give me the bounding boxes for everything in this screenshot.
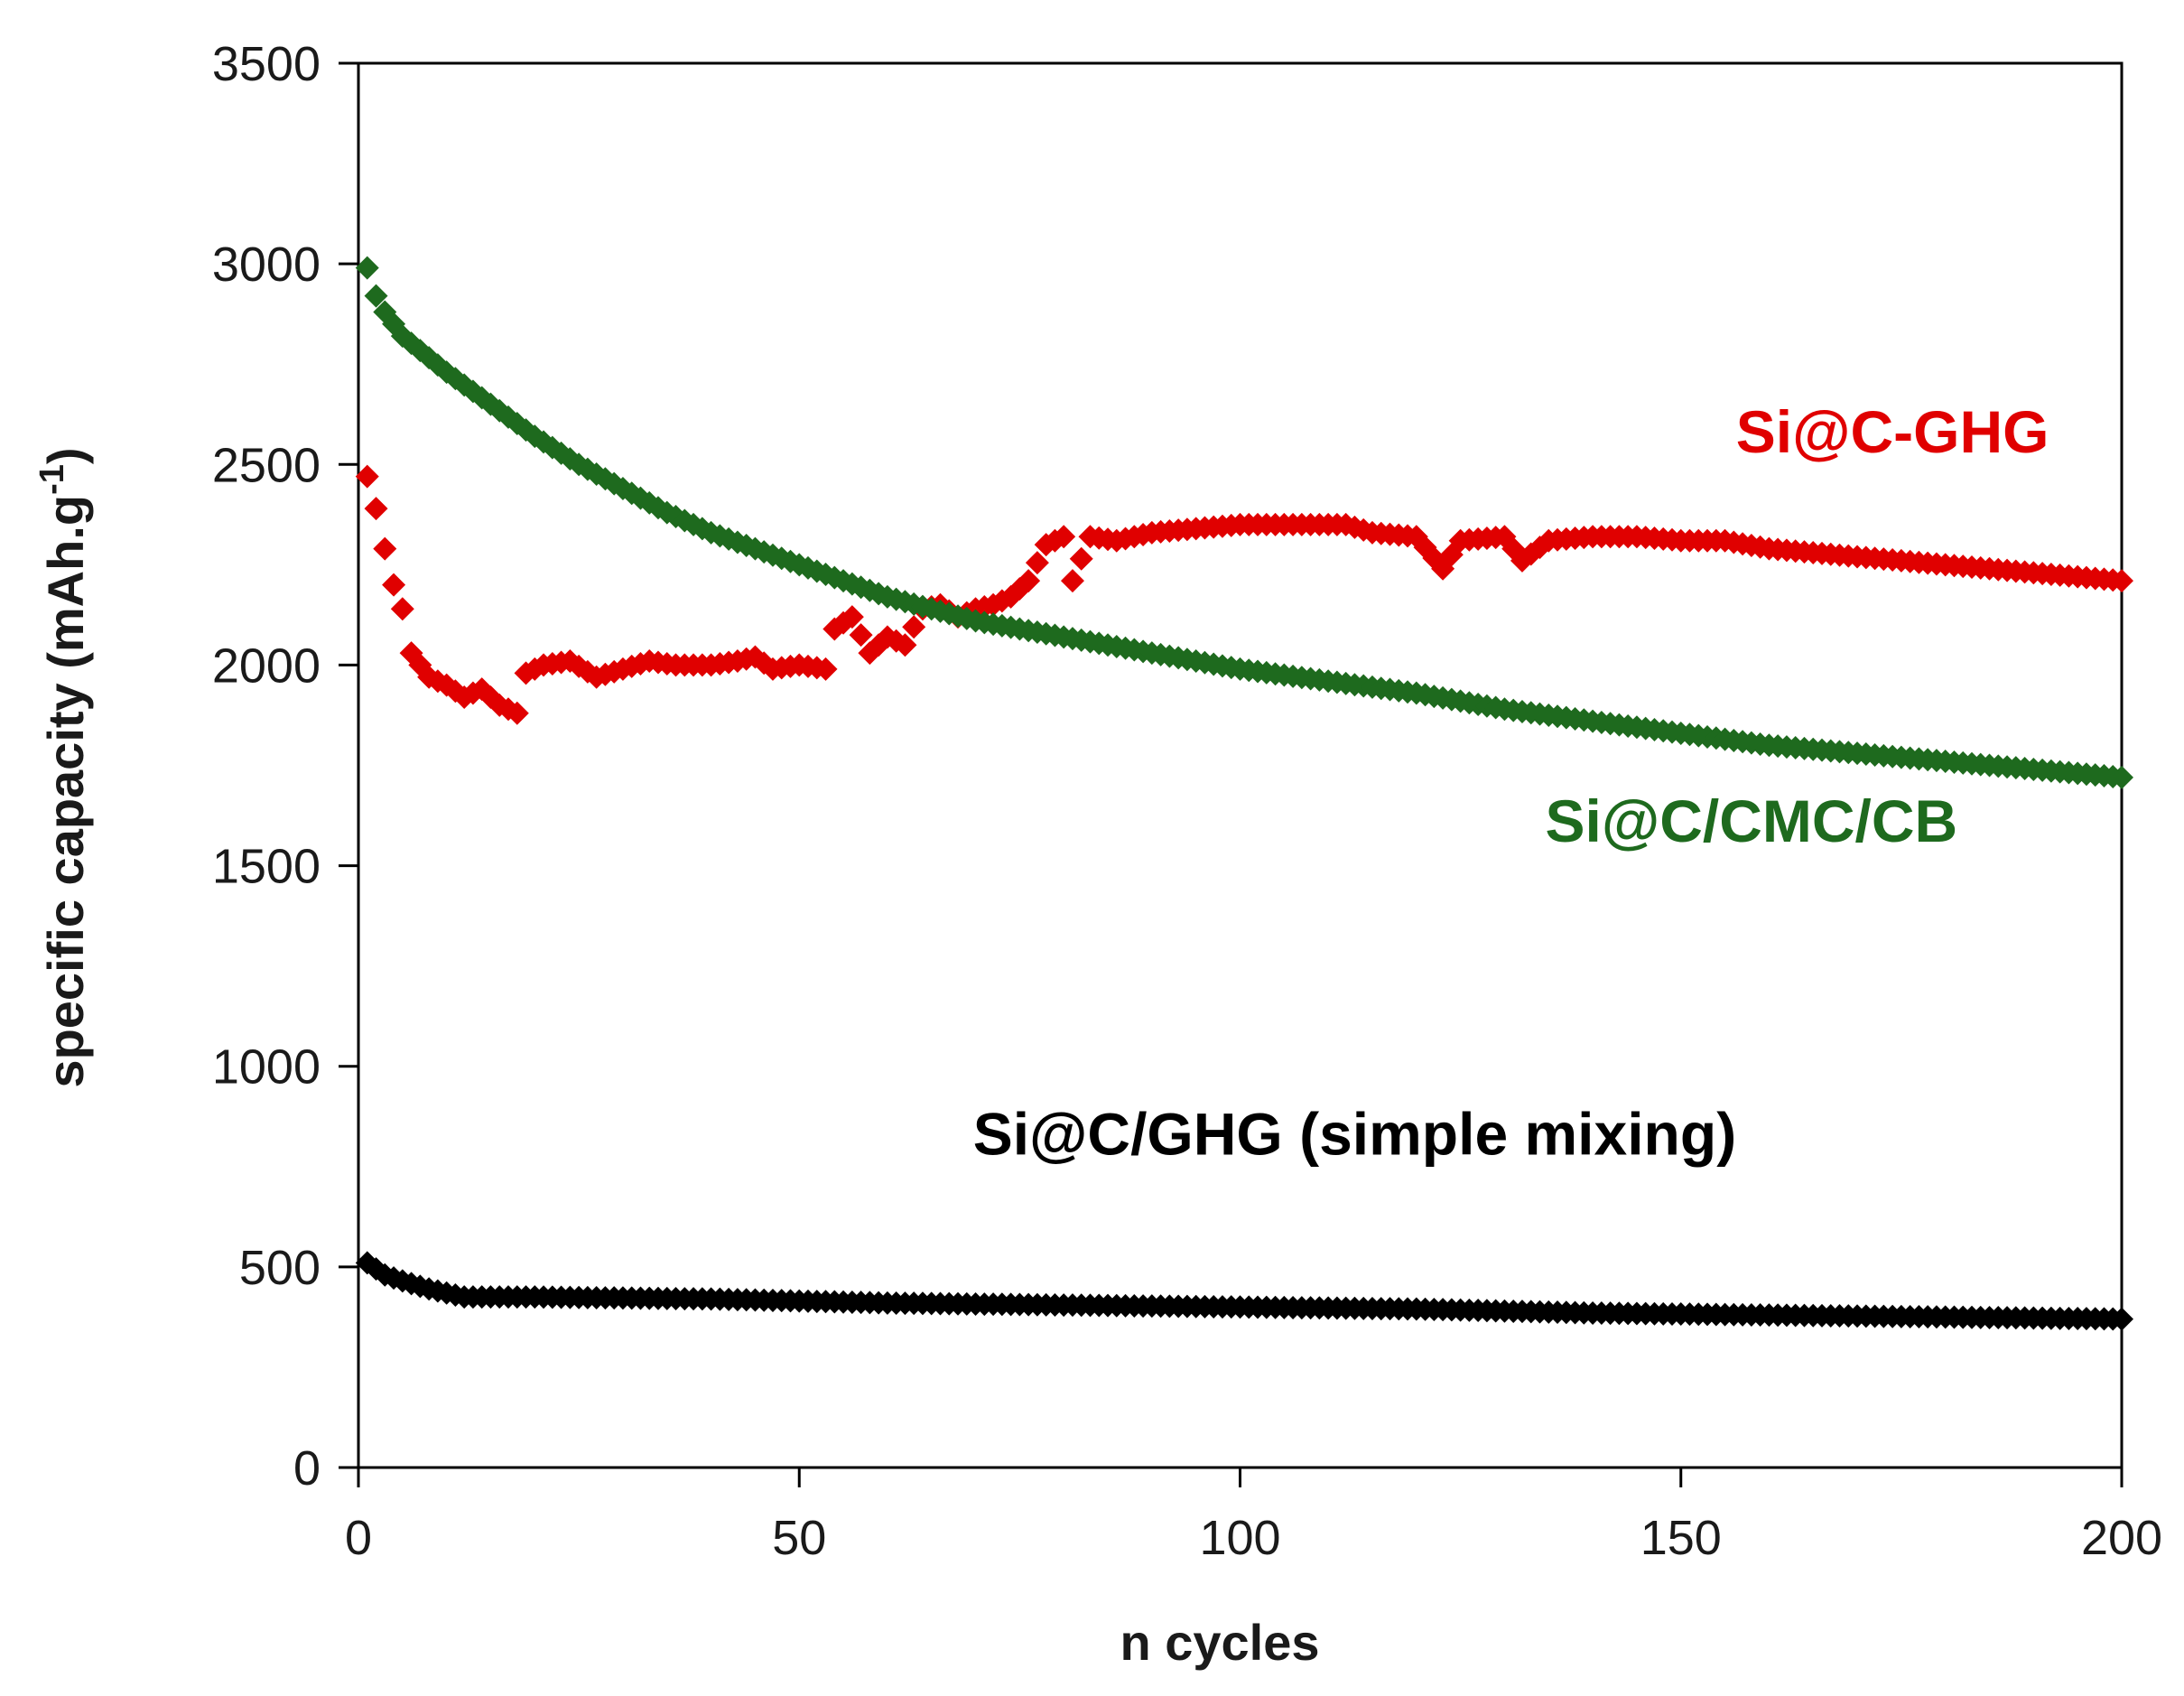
- y-axis-title-close: ): [37, 447, 94, 464]
- y-tick-label-3000: 3000: [212, 238, 321, 292]
- data-markers: [355, 256, 2133, 1331]
- data-point: [902, 615, 926, 639]
- x-tick-label-0: 0: [345, 1511, 372, 1565]
- y-tick-label-3500: 3500: [212, 37, 321, 91]
- x-tick-label-50: 50: [772, 1511, 826, 1565]
- series-label-2: Si@C/CMC/CB: [1546, 787, 1958, 854]
- y-axis-title-superscript: -1: [33, 464, 71, 495]
- y-tick-label-1500: 1500: [212, 840, 321, 894]
- data-point: [355, 256, 379, 280]
- x-tick-label-200: 200: [2081, 1511, 2162, 1565]
- y-tick-label-500: 500: [239, 1241, 321, 1295]
- series-3: [355, 1251, 2133, 1331]
- data-point: [1052, 525, 1076, 549]
- data-point: [364, 497, 388, 521]
- x-axis-title: n cycles: [1120, 1614, 1319, 1671]
- plot-frame: [357, 61, 2124, 1469]
- x-tick-label-100: 100: [1199, 1511, 1280, 1565]
- data-point: [390, 597, 414, 621]
- y-tick-label-1000: 1000: [212, 1040, 321, 1095]
- data-point: [840, 605, 864, 629]
- y-tick-label-2000: 2000: [212, 638, 321, 693]
- data-point: [893, 633, 917, 657]
- y-tick-label-0: 0: [293, 1441, 321, 1496]
- data-point: [382, 573, 406, 597]
- data-point: [558, 447, 582, 471]
- data-point: [2110, 569, 2133, 593]
- series-label-3: Si@C/GHG (simple mixing): [973, 1100, 1736, 1167]
- series-labels: Si@C-GHG Si@C/CMC/CB Si@C/GHG (simple mixi…: [973, 398, 2049, 1168]
- axes: 0 500 1000 1500 2000 2500 3000 3500 0 50 100 150 200: [212, 37, 2162, 1565]
- data-point: [355, 464, 379, 489]
- data-point: [1025, 551, 1049, 575]
- y-tick-label-2500: 2500: [212, 438, 321, 492]
- y-axis-title: specific capacity (mAh.g-1): [33, 447, 94, 1087]
- series-label-1: Si@C-GHG: [1736, 398, 2049, 465]
- x-tick-label-150: 150: [1640, 1511, 1722, 1565]
- data-point: [2110, 765, 2133, 789]
- data-point: [813, 657, 838, 681]
- data-point: [505, 701, 529, 725]
- data-point: [849, 623, 873, 648]
- data-point: [1060, 569, 1084, 593]
- data-point: [1069, 546, 1093, 571]
- data-point: [2110, 1307, 2133, 1331]
- series-1: [355, 464, 2133, 725]
- data-point: [1017, 569, 1041, 593]
- series-2: [355, 256, 2133, 789]
- data-point: [364, 284, 388, 308]
- plot-area: [357, 61, 2124, 1469]
- data-point: [373, 536, 397, 561]
- y-axis-title-main: specific capacity (mAh.g: [37, 495, 94, 1088]
